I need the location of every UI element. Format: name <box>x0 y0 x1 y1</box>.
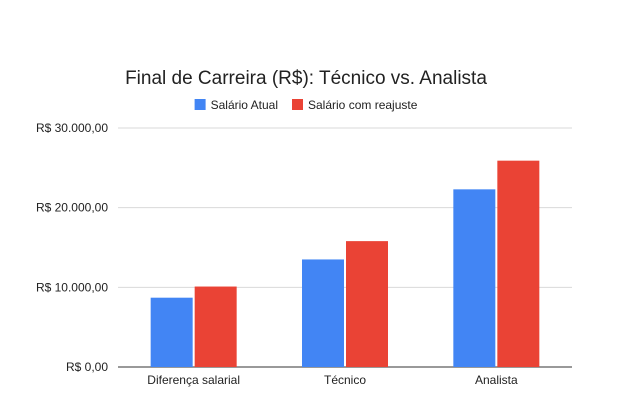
bar-salario-atual <box>453 189 496 367</box>
legend-swatch <box>292 99 303 110</box>
bar-salario-atual <box>150 297 193 367</box>
y-axis: R$ 0,00 R$ 10.000,00 R$ 20.000,00 R$ 30.000… <box>36 121 108 374</box>
y-tick-label: R$ 0,00 <box>66 360 108 374</box>
gridlines <box>118 127 572 368</box>
y-tick-label: R$ 20.000,00 <box>36 201 108 215</box>
legend: Salário Atual Salário com reajuste <box>194 98 418 112</box>
chart-title: Final de Carreira (R$): Técnico vs. Anal… <box>125 68 487 89</box>
x-axis: Diferença salarial Técnico Analista <box>147 373 518 387</box>
legend-item: Salário com reajuste <box>292 98 418 112</box>
bars <box>150 160 540 367</box>
x-tick-label: Técnico <box>324 373 366 387</box>
bar-salario-com-reajuste <box>497 160 540 367</box>
legend-label: Salário com reajuste <box>308 98 418 112</box>
bar-salario-com-reajuste <box>346 241 388 367</box>
y-tick-label: R$ 30.000,00 <box>36 121 108 135</box>
bar-salario-com-reajuste <box>194 286 237 367</box>
y-tick-label: R$ 10.000,00 <box>36 280 108 294</box>
legend-label: Salário Atual <box>211 98 278 112</box>
legend-item: Salário Atual <box>194 98 278 112</box>
bar-salario-atual <box>302 259 344 367</box>
x-tick-label: Diferença salarial <box>147 373 240 387</box>
x-tick-label: Analista <box>475 373 518 387</box>
legend-swatch <box>194 99 206 110</box>
